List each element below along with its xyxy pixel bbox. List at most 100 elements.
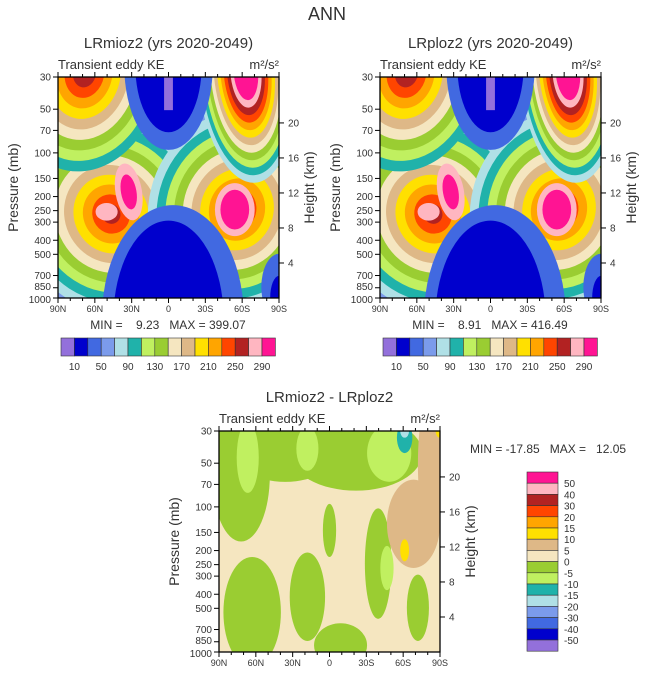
y-tick-label: 300 xyxy=(34,218,51,229)
x-tick-label: 0 xyxy=(166,304,171,314)
colorbar-box xyxy=(141,337,156,357)
y-tick-label: 50 xyxy=(40,105,52,116)
colorbar-label: 10 xyxy=(391,362,403,373)
x-tick-label: 0 xyxy=(488,304,493,314)
contour-fill xyxy=(396,431,413,454)
y-tick-label: 70 xyxy=(201,480,213,491)
y2-tick-label: 20 xyxy=(288,118,300,129)
y2-tick-label: 8 xyxy=(288,223,294,234)
colorbar-label: 90 xyxy=(444,362,456,373)
colorbar-box xyxy=(526,550,559,562)
colorbar-box xyxy=(503,337,518,357)
colorbar-box xyxy=(530,337,545,357)
y-tick-label: 100 xyxy=(195,502,212,513)
y2-tick-label: 4 xyxy=(449,612,455,623)
min-max-stats: MIN = 9.23 MAX = 399.07 xyxy=(90,318,246,332)
colorbar-box xyxy=(396,337,411,357)
y-axis-label: Pressure (mb) xyxy=(327,143,343,232)
colorbar-box xyxy=(234,337,249,357)
y2-tick-label: 8 xyxy=(610,223,616,234)
colorbar-label: 170 xyxy=(173,362,190,373)
contour-field xyxy=(219,431,440,652)
y-tick-label: 850 xyxy=(356,282,373,293)
y2-tick-label: 20 xyxy=(449,472,461,483)
colorbar-label: -15 xyxy=(564,591,579,602)
y-tick-label: 70 xyxy=(40,126,52,137)
contour-fill xyxy=(380,545,394,591)
colorbar-box xyxy=(409,337,424,357)
contour-field xyxy=(58,77,279,298)
colorbar-box xyxy=(127,337,142,357)
y-tick-label: 700 xyxy=(356,271,373,282)
y-tick-label: 700 xyxy=(195,625,212,636)
colorbar-box xyxy=(476,337,491,357)
y-tick-label: 400 xyxy=(356,236,373,247)
y2-tick-label: 12 xyxy=(449,542,461,553)
y2-tick-label: 12 xyxy=(610,188,622,199)
y2-tick-label: 4 xyxy=(288,258,294,269)
y-tick-label: 400 xyxy=(34,236,51,247)
colorbar-box xyxy=(60,337,75,357)
colorbar-box xyxy=(526,594,559,607)
contour-field xyxy=(380,77,601,298)
contour-panel-1: 90N 60N 30N 0 30S 60S 90S 30 50 70 100 150 200 250300… xyxy=(327,35,639,314)
x-tick-label: 90S xyxy=(593,304,609,314)
colorbar-box xyxy=(526,639,559,652)
colorbar-box xyxy=(154,337,169,357)
y-tick-label: 400 xyxy=(195,590,212,601)
y2-tick-label: 16 xyxy=(449,507,461,518)
contour-fill xyxy=(542,189,572,230)
y-tick-label: 30 xyxy=(40,73,52,84)
colorbar-box xyxy=(208,337,223,357)
x-tick-label: 60S xyxy=(395,658,411,668)
colorbar-label: -30 xyxy=(564,614,579,625)
x-tick-label: 0 xyxy=(327,658,332,668)
y-tick-label: 150 xyxy=(195,528,212,539)
contour-fill xyxy=(436,220,545,298)
y-tick-label: 1000 xyxy=(351,295,374,306)
contour-fill xyxy=(64,77,105,98)
contour-fill xyxy=(223,556,281,652)
y-tick-label: 700 xyxy=(34,271,51,282)
y-tick-label: 50 xyxy=(201,459,213,470)
colorbar-box xyxy=(583,337,598,357)
x-tick-label: 30N xyxy=(123,304,140,314)
y-tick-label: 200 xyxy=(34,192,51,203)
colorbar-label: 90 xyxy=(122,362,134,373)
contour-fill xyxy=(592,275,601,298)
panel-title: LRmioz2 - LRploz2 xyxy=(266,389,394,406)
contour-fill xyxy=(322,503,337,557)
x-tick-label: 30S xyxy=(358,658,374,668)
colorbar-box xyxy=(526,494,559,506)
colorbar-label: 130 xyxy=(468,362,485,373)
colorbar-box xyxy=(526,516,559,529)
colorbar-box xyxy=(526,527,559,540)
colorbar-label: 40 xyxy=(564,490,576,501)
colorbar-label: 10 xyxy=(564,535,576,546)
y-tick-label: 50 xyxy=(362,105,374,116)
y-tick-label: 850 xyxy=(34,282,51,293)
contour-fill xyxy=(406,574,429,641)
contour-fill xyxy=(233,77,259,101)
colorbar-box xyxy=(526,561,559,574)
contour-fill xyxy=(296,431,319,471)
x-tick-label: 60N xyxy=(248,658,265,668)
colorbar-label: -20 xyxy=(564,602,579,613)
colorbar-box xyxy=(526,538,559,551)
colorbar-box xyxy=(382,337,397,357)
x-tick-label: 90N xyxy=(211,658,228,668)
colorbar-label: -5 xyxy=(564,569,573,580)
colorbar-box xyxy=(100,337,115,357)
colorbar-label: 210 xyxy=(200,362,217,373)
contour-panel-2: 90N 60N 30N 0 30S 60S 90S 30 50 70 100 150 200 250300… xyxy=(166,389,478,668)
colorbar-label: 250 xyxy=(227,362,244,373)
contour-fill xyxy=(289,552,326,641)
contour-panel-0: 90N 60N 30N 0 30S 60S 90S 30 50 70 100 150 200 250300… xyxy=(5,35,317,314)
y2-axis-label: Height (km) xyxy=(462,505,478,577)
colorbar-label: -50 xyxy=(564,636,579,647)
colorbar-box xyxy=(489,337,504,357)
contour-fill xyxy=(417,202,440,221)
contour-fill xyxy=(386,77,427,98)
contour-fill xyxy=(114,220,223,298)
